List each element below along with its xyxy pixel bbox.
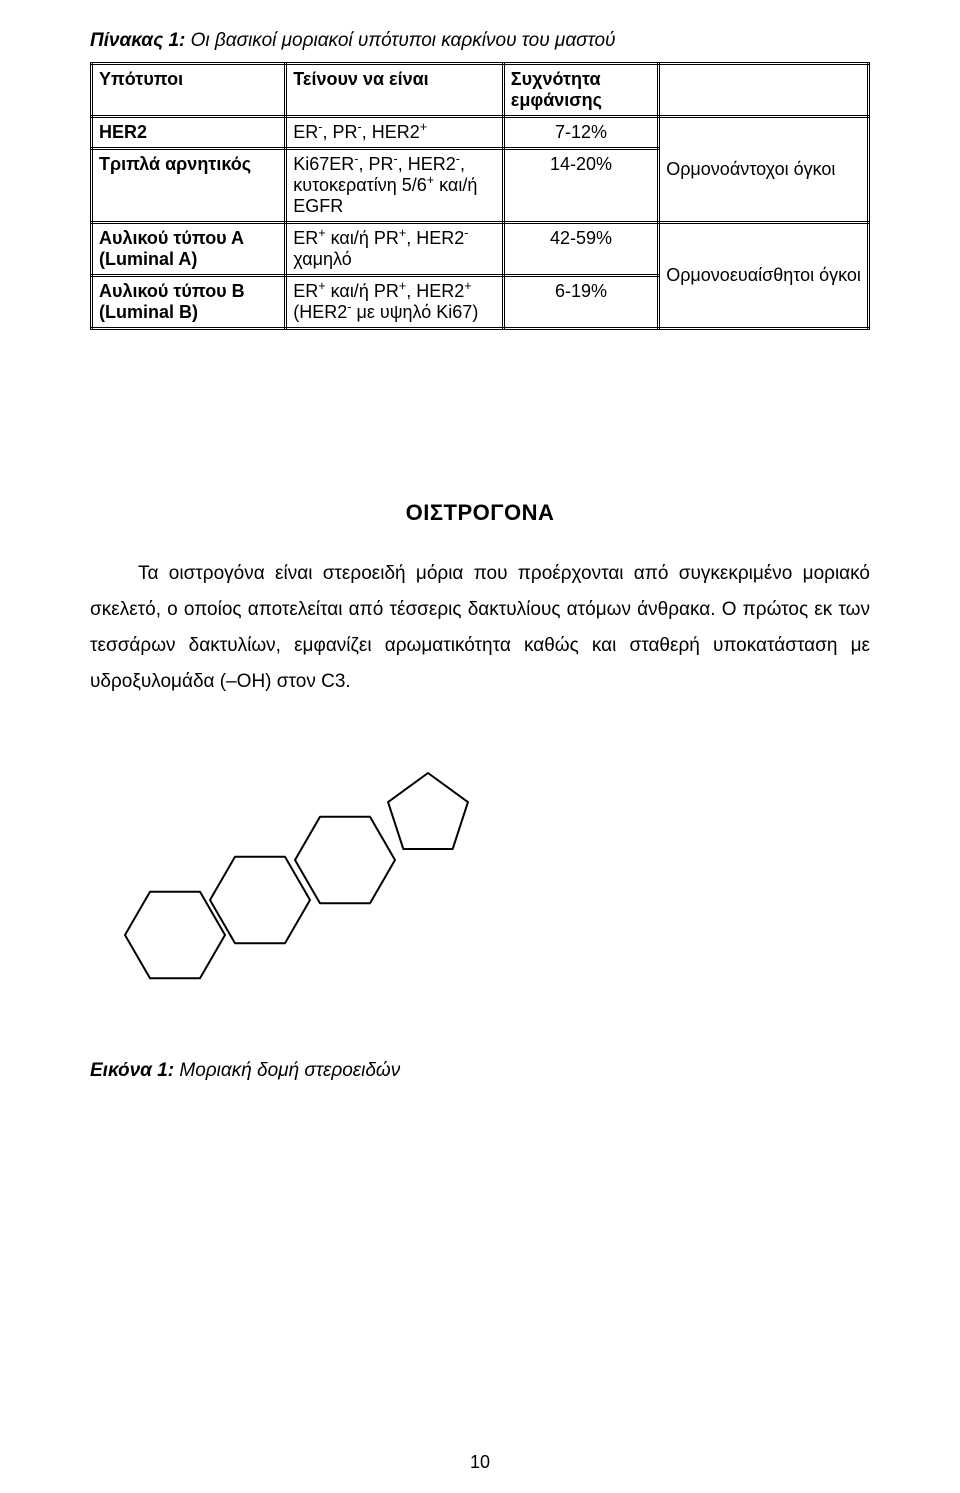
steroid-figure: Εικόνα 1: Μοριακή δομή στεροειδών xyxy=(90,740,870,1082)
table-cell: HER2 xyxy=(92,117,286,149)
table-cell: Ορμονοευαίσθητοι όγκοι xyxy=(659,223,869,329)
table-cell: 14-20% xyxy=(503,149,658,223)
table-header xyxy=(659,64,869,117)
body-paragraph: Τα οιστρογόνα είναι στεροειδή μόρια που … xyxy=(90,556,870,700)
table-header: Συχνότητα εμφάνισης xyxy=(503,64,658,117)
table-header: Υπότυποι xyxy=(92,64,286,117)
table-cell: ER+ και/ή PR+, HER2+ (HER2- με υψηλό Ki6… xyxy=(286,276,504,329)
subtype-table: ΥπότυποιΤείνουν να είναιΣυχνότητα εμφάνι… xyxy=(90,62,870,330)
table-cell: ER-, PR-, HER2+ xyxy=(286,117,504,149)
table-caption-label: Πίνακας 1: xyxy=(90,30,185,51)
section-title: ΟΙΣΤΡΟΓΟΝΑ xyxy=(90,500,870,526)
figure-caption-text: Μοριακή δομή στεροειδών xyxy=(179,1060,400,1081)
page-number: 10 xyxy=(0,1452,960,1473)
table-cell: Αυλικού τύπου Α (Luminal A) xyxy=(92,223,286,276)
table-caption-text: Οι βασικοί μοριακοί υπότυποι καρκίνου το… xyxy=(191,30,616,51)
table-cell: Αυλικού τύπου Β (Luminal B) xyxy=(92,276,286,329)
figure-caption: Εικόνα 1: Μοριακή δομή στεροειδών xyxy=(90,1060,870,1082)
table-cell: 7-12% xyxy=(503,117,658,149)
table-cell: ER+ και/ή PR+, HER2-χαμηλό xyxy=(286,223,504,276)
table-cell: 6-19% xyxy=(503,276,658,329)
steroid-structure-svg xyxy=(90,740,520,1000)
table-caption: Πίνακας 1: Οι βασικοί μοριακοί υπότυποι … xyxy=(90,30,870,52)
table-cell: 42-59% xyxy=(503,223,658,276)
table-header: Τείνουν να είναι xyxy=(286,64,504,117)
table-cell: Ορμονοάντοχοι όγκοι xyxy=(659,117,869,223)
table-cell: Τριπλά αρνητικός xyxy=(92,149,286,223)
table-cell: Ki67ER-, PR-, HER2-, κυτοκερατίνη 5/6+ κ… xyxy=(286,149,504,223)
figure-caption-label: Εικόνα 1: xyxy=(90,1060,174,1081)
